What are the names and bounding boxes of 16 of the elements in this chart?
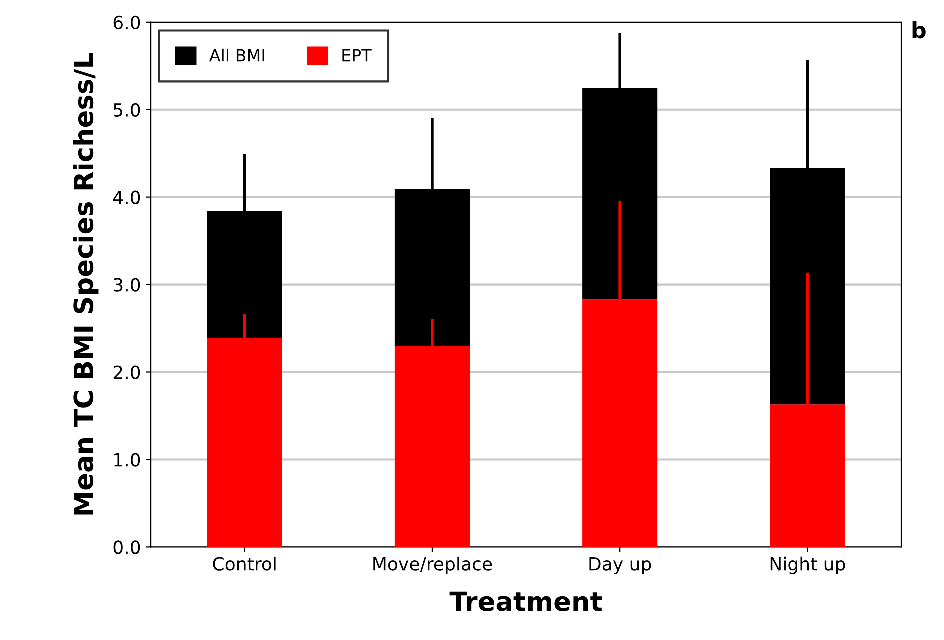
x-tick-label: Day up [590,557,652,574]
x-tick-label: Control [213,556,276,571]
y-tick-label: 1.0 [114,453,140,467]
y-tick-label: 0.0 [114,540,140,554]
legend-label: EPT [342,49,372,62]
y-tick-label: 4.0 [113,190,140,204]
x-tick-label: Move/replace [374,556,492,574]
y-axis-title: Mean TC BMI Species Richess/L [73,53,99,515]
y-tick-label: 2.0 [114,366,140,380]
legend-label: All BMI [210,48,264,62]
x-axis-title: Treatment [450,592,602,612]
y-tick-label: 3.0 [114,278,140,292]
y-tick-label: 6.0 [114,16,140,30]
text: b [912,22,926,39]
x-tick-label: Night up [770,556,846,574]
y-tick-label: 5.0 [114,103,140,117]
